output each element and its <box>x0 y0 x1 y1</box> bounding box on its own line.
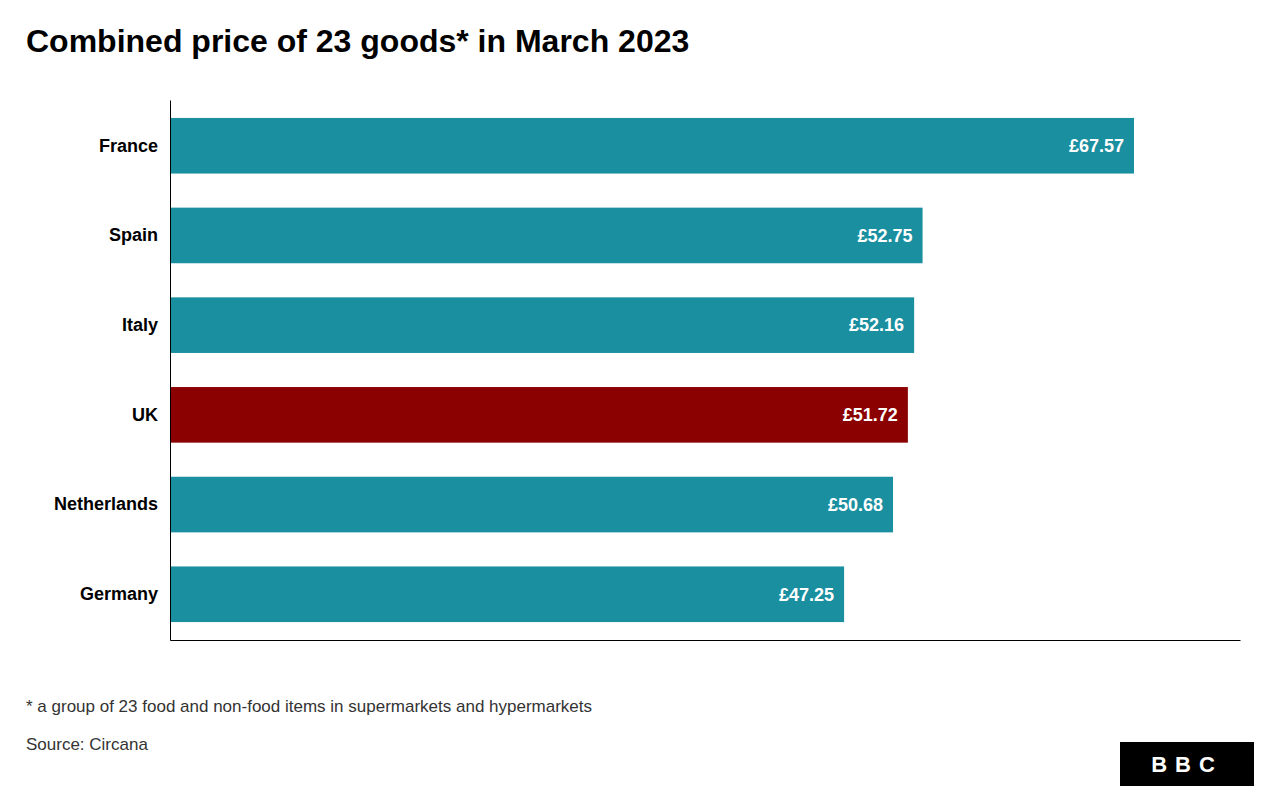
data-label: £52.16 <box>849 315 904 335</box>
y-tick-label: Germany <box>80 584 158 604</box>
logo: BBC <box>1120 742 1254 786</box>
y-tick: Germany <box>80 584 170 604</box>
y-tick: France <box>99 136 170 156</box>
y-tick: UK <box>132 405 170 425</box>
data-label: £52.75 <box>858 226 913 246</box>
data-labels: £67.57 £52.75 £52.16 £51.72 £50.68 £47.25 <box>779 136 1124 605</box>
x-axis-line <box>171 640 1241 641</box>
background <box>0 0 1280 800</box>
data-label: £67.57 <box>1069 136 1124 156</box>
logo-text: BBC <box>1151 752 1223 777</box>
bar <box>170 477 893 533</box>
y-tick: Spain <box>109 225 170 245</box>
y-tick-label: Netherlands <box>54 494 158 514</box>
y-tick-label: Spain <box>109 225 158 245</box>
plot: £67.57 £52.75 £52.16 £51.72 £50.68 £47.25 Fran… <box>54 101 1241 641</box>
logo-box <box>1120 742 1254 786</box>
bar <box>170 566 844 622</box>
data-label: £50.68 <box>828 495 883 515</box>
bar <box>170 387 908 443</box>
y-axis-line <box>170 101 171 641</box>
y-axis: France Spain Italy UK Netherlands Germany <box>54 101 171 641</box>
source: Source: Circana <box>26 735 148 754</box>
chart: Combined price of 23 goods* in March 202… <box>0 0 1280 800</box>
y-tick-label: France <box>99 136 158 156</box>
y-tick-label: Italy <box>122 315 158 335</box>
x-axis <box>171 640 1241 641</box>
bar <box>170 297 914 353</box>
bars <box>170 118 1134 622</box>
bar <box>170 208 923 264</box>
y-tick-label: UK <box>132 405 158 425</box>
title: Combined price of 23 goods* in March 202… <box>26 23 689 59</box>
y-tick: Netherlands <box>54 494 170 514</box>
y-tick: Italy <box>122 315 170 335</box>
data-label: £51.72 <box>843 405 898 425</box>
bar <box>170 118 1134 174</box>
footnote: * a group of 23 food and non-food items … <box>26 697 592 716</box>
data-label: £47.25 <box>779 585 834 605</box>
